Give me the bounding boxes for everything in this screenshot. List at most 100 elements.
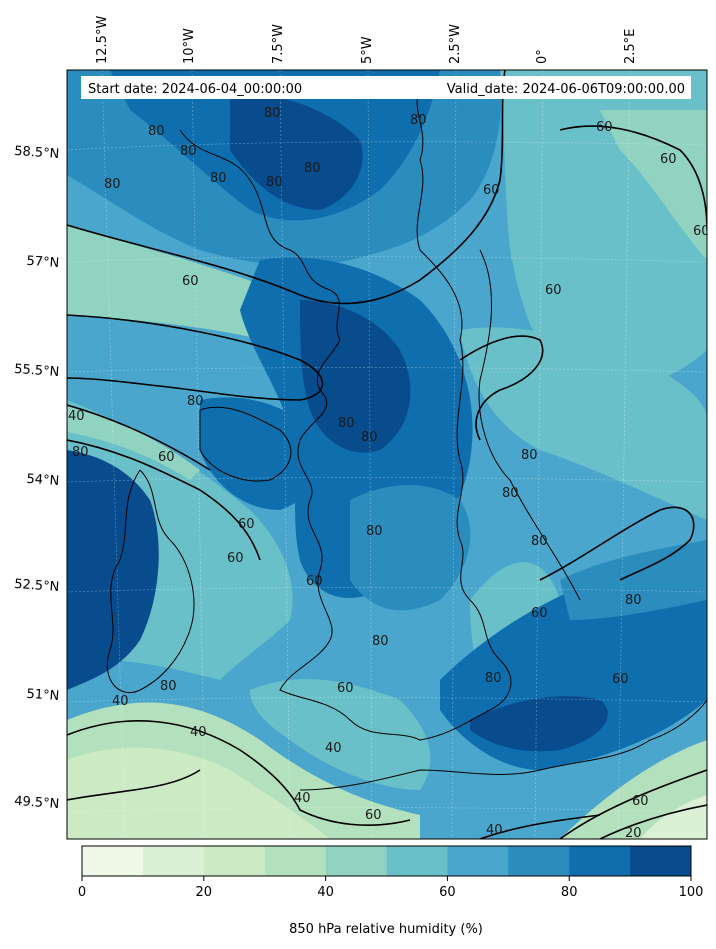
graticule [67,70,707,839]
high-humidity-region [67,450,159,690]
contour-label: 80 [531,534,548,549]
longitude-label: 7.5°W [271,24,286,64]
contour-label: 60 [531,606,548,621]
high-humidity-region [300,300,411,453]
contour-label: 60 [612,672,629,687]
high-humidity-region [350,485,471,611]
contour-label: 80 [521,448,538,463]
start-date-label: Start date: 2024-06-04_00:00:00 [88,82,302,97]
colorbar-swatch [630,846,692,876]
contour-label: 80 [210,171,227,186]
valid-date-label: Valid_date: 2024-06-06T09:00:00.00 [447,82,685,97]
colorbar-tick-label: 40 [317,885,334,900]
contour-label: 60 [227,551,244,566]
colorbar-tick-label: 100 [679,885,704,900]
colorbar-swatch [264,846,327,876]
contour-label: 80 [372,634,389,649]
contour-label: 60 [182,274,199,289]
longitude-label: 0° [535,49,550,64]
contour-label: 80 [187,394,204,409]
high-humidity-region [470,696,608,752]
mid-humidity-region [460,327,707,520]
high-humidity-region [200,397,323,510]
contour-label: 60 [660,152,677,167]
contour-label: 40 [325,741,342,756]
colorbar-tick-label: 0 [78,885,86,900]
colorbar-ticks [81,876,692,881]
colorbar-swatch [386,846,448,876]
contour-label: 80 [502,486,519,501]
longitude-labels: 12.5°W 10°W 7.5°W 5°W 2.5°W 0° 2.5°E [95,16,638,64]
mid-humidity-region [250,679,431,790]
contour-label: 80 [625,593,642,608]
latitude-label: 55.5°N [14,362,60,380]
contour-label: 80 [72,445,89,460]
contour-label: 80 [485,671,502,686]
colorbar-swatch [447,846,509,876]
colorbar-frame [81,845,692,877]
longitude-label: 2.5°E [623,29,638,64]
contour-label: 60 [337,681,354,696]
contour-label: 80 [361,430,378,445]
colorbar-swatch [82,846,144,876]
colorbar-swatch [569,846,631,876]
contour-label: 80 [410,113,427,128]
humidity-map-area: 80 80 80 80 80 80 80 80 60 60 60 60 60 6… [67,70,710,841]
coastline [106,89,707,791]
contour-label: 60 [238,517,255,532]
high-humidity-region [230,94,363,210]
contour-label: 80 [104,177,121,192]
contour-label: 60 [596,120,613,135]
longitude-label: 12.5°W [95,16,110,64]
longitude-label: 10°W [182,28,197,64]
latitude-label: 57°N [26,254,60,271]
colorbar-swatch [508,846,570,876]
mid-humidity-region [600,110,707,260]
contour-label: 80 [338,416,355,431]
contour-label: 60 [158,450,175,465]
contour-label: 40 [294,791,311,806]
longitude-label: 5°W [360,36,375,64]
low-humidity-region [640,795,707,839]
high-humidity-region [560,540,707,620]
contour-label: 80 [148,124,165,139]
contour-labels: 80 80 80 80 80 80 80 80 60 60 60 60 60 6… [68,106,710,841]
contour-label: 80 [160,679,177,694]
contour-label: 60 [483,183,500,198]
colorbar-swatch [325,846,387,876]
map-frame [66,69,708,840]
colorbar-label: 850 hPa relative humidity (%) [289,922,483,937]
contour-label: 60 [693,224,710,239]
contour-label: 40 [112,694,129,709]
latitude-label: 54°N [26,472,60,489]
colorbar: 0 20 40 60 80 100 850 hPa relative humid… [78,845,704,937]
latitude-label: 52.5°N [14,577,60,595]
colorbar-swatches [82,846,692,876]
contour-label: 80 [264,106,281,121]
mid-humidity-region [67,405,200,480]
latitude-labels: 58.5°N 57°N 55.5°N 54°N 52.5°N 51°N 49.5… [14,144,60,812]
contour-label: 60 [365,808,382,823]
colorbar-tick-label: 80 [561,885,578,900]
humidity-contours [67,70,707,839]
contour-label: 40 [68,409,85,424]
latitude-label: 49.5°N [14,794,60,812]
colorbar-tick-label: 60 [439,885,456,900]
low-humidity-region [67,747,330,839]
contour-label: 40 [486,823,503,838]
colorbar-swatch [142,846,205,876]
colorbar-tick-label: 20 [196,885,213,900]
latitude-label: 58.5°N [14,144,60,162]
contour-label: 80 [366,524,383,539]
contour-label: 40 [190,725,207,740]
contour-label: 60 [545,283,562,298]
contour-label: 60 [306,574,323,589]
contour-label: 20 [625,826,642,841]
contour-label: 80 [180,144,197,159]
latitude-label: 51°N [26,687,60,704]
header-box [81,76,691,99]
colorbar-swatch [203,846,266,876]
contour-label: 80 [304,161,321,176]
contour-label: 60 [632,794,649,809]
